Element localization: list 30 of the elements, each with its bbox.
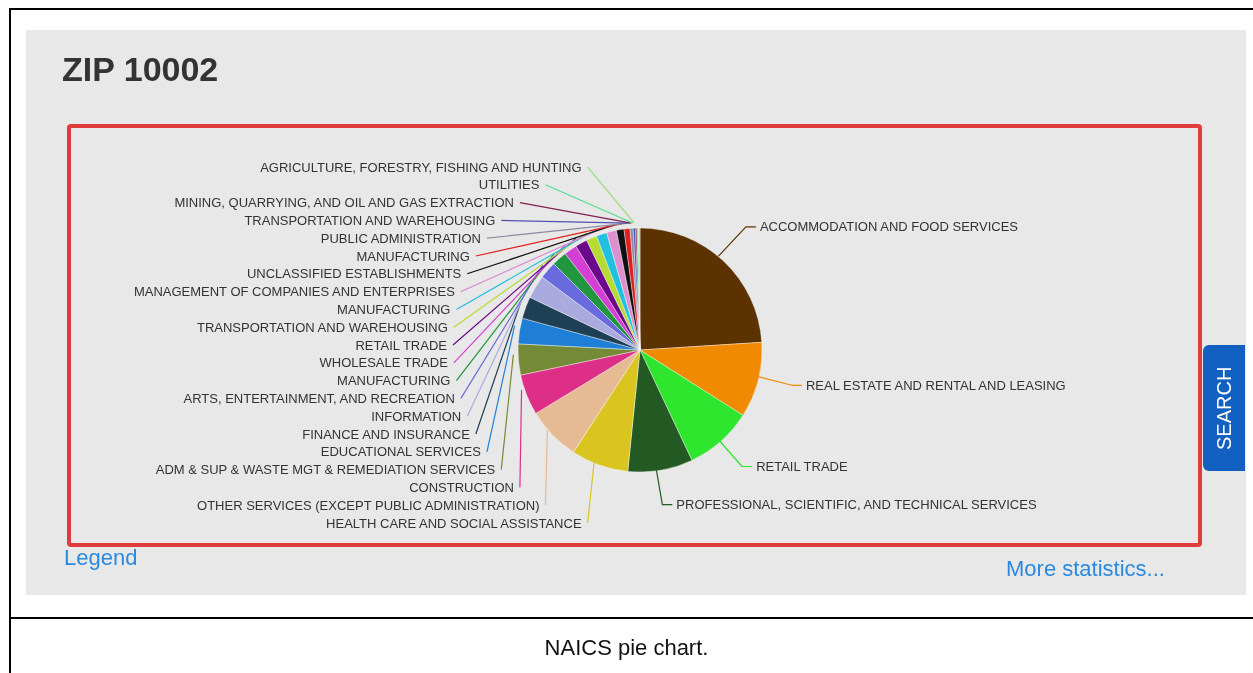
slice-label: OTHER SERVICES (EXCEPT PUBLIC ADMINISTRATION) xyxy=(197,497,540,513)
text: Legend xyxy=(64,545,138,571)
chart-title: ZIP 10002 xyxy=(62,50,219,89)
text: More statistics... xyxy=(1006,556,1165,582)
slice-label: PROFESSIONAL, SCIENTIFIC, AND TECHNICAL SERVICES xyxy=(676,497,1037,513)
slice-label: EDUCATIONAL SERVICES xyxy=(320,444,482,460)
slice-label: MANAGEMENT OF COMPANIES AND ENTERPRISES xyxy=(133,284,456,300)
slice-label: AGRICULTURE, FORESTRY, FISHING AND HUNTING xyxy=(260,159,582,175)
text: SEARCH xyxy=(1203,345,1245,471)
slice-label: WHOLESALE TRADE xyxy=(319,355,449,371)
slice-label: ARTS, ENTERTAINMENT, AND RECREATION xyxy=(183,390,455,406)
slice-label: INFORMATION xyxy=(371,408,462,424)
slice-label: FINANCE AND INSURANCE xyxy=(302,426,471,442)
slice-label: CONSTRUCTION xyxy=(409,479,514,495)
slice-label: REAL ESTATE AND RENTAL AND LEASING xyxy=(805,377,1066,393)
slice-label: MANUFACTURING xyxy=(337,301,451,317)
slice-label: ACCOMMODATION AND FOOD SERVICES xyxy=(759,219,1019,235)
slice-label: ADM & SUP & WASTE MGT & REMEDIATION SERVICES xyxy=(155,462,496,478)
slice-label: RETAIL TRADE xyxy=(355,337,448,353)
slice-label: UNCLASSIFIED ESTABLISHMENTS xyxy=(246,266,462,282)
slice-label: TRANSPORTATION AND WAREHOUSING xyxy=(244,212,496,228)
text: NAICS pie chart. xyxy=(543,635,710,661)
slice-label: RETAIL TRADE xyxy=(756,459,848,475)
slice-label: MINING, QUARRYING, AND OIL AND GAS EXTRACTION xyxy=(174,195,514,211)
slice-label: UTILITIES xyxy=(478,177,540,193)
slice-label: TRANSPORTATION AND WAREHOUSING xyxy=(196,319,448,335)
slice-label: MANUFACTURING xyxy=(337,373,451,389)
slice-label: PUBLIC ADMINISTRATION xyxy=(320,230,481,246)
slice-label: HEALTH CARE AND SOCIAL ASSISTANCE xyxy=(326,515,582,531)
slice-label: MANUFACTURING xyxy=(356,248,470,264)
